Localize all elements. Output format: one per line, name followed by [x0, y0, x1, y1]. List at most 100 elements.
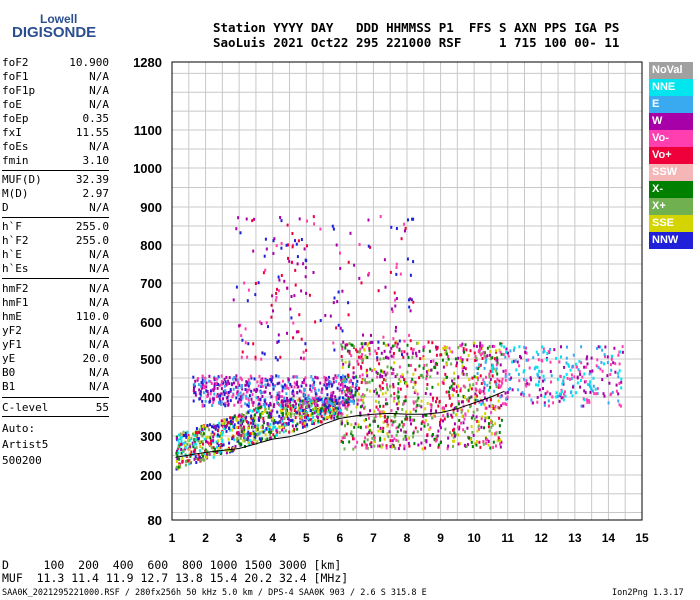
echo-point	[255, 426, 258, 429]
echo-point	[586, 383, 589, 387]
param-name: yF2	[2, 324, 22, 337]
echo-point	[448, 396, 451, 400]
echo-point	[406, 417, 409, 421]
echo-point	[496, 358, 499, 362]
echo-point	[321, 400, 324, 404]
echo-point	[538, 388, 541, 392]
echo-point	[428, 428, 431, 431]
echo-point	[457, 400, 460, 404]
echo-point	[310, 389, 313, 393]
echo-point	[213, 386, 216, 390]
echo-point	[318, 406, 321, 410]
echo-point	[297, 409, 300, 413]
echo-point	[198, 440, 201, 444]
echo-point	[239, 442, 242, 446]
echo-point	[285, 412, 288, 416]
echo-point	[390, 419, 393, 423]
echo-point	[379, 373, 382, 377]
echo-point	[457, 356, 460, 360]
param-name: B0	[2, 366, 16, 379]
echo-point	[432, 413, 435, 417]
echo-point	[303, 378, 306, 382]
echo-point	[381, 386, 384, 390]
echo-point	[241, 393, 244, 397]
echo-point	[295, 402, 298, 406]
echo-point	[269, 422, 271, 426]
echo-point	[294, 239, 296, 243]
echo-point	[329, 404, 332, 408]
y-tick-label: 400	[140, 390, 162, 405]
echo-point	[238, 397, 241, 401]
echo-point	[258, 431, 261, 435]
echo-point	[220, 419, 223, 423]
echo-point	[268, 383, 271, 387]
echo-point	[392, 420, 395, 424]
echo-point	[278, 394, 281, 398]
echo-point	[342, 440, 344, 444]
echo-point	[274, 356, 277, 360]
echo-point	[404, 226, 407, 230]
echo-point	[291, 232, 294, 235]
echo-point	[289, 307, 292, 311]
echo-point	[454, 434, 456, 438]
echo-point	[202, 391, 205, 395]
echo-point	[376, 372, 379, 375]
echo-point	[374, 399, 377, 403]
echo-point	[217, 401, 220, 404]
echo-point	[380, 445, 383, 449]
echo-point	[600, 361, 603, 364]
echo-point	[302, 350, 305, 354]
echo-point	[475, 440, 478, 443]
echo-point	[202, 442, 204, 446]
echo-point	[462, 421, 465, 425]
plot-frame	[171, 61, 643, 521]
echo-point	[286, 397, 288, 400]
echo-point	[175, 467, 178, 471]
param-value: 55	[95, 401, 109, 414]
echo-point	[276, 358, 279, 362]
echo-point	[555, 395, 558, 399]
echo-point	[333, 348, 336, 352]
echo-point	[297, 406, 300, 410]
echo-point	[185, 455, 188, 458]
echo-point	[354, 422, 357, 426]
echo-point	[254, 413, 256, 417]
echo-point	[289, 397, 292, 401]
echo-point	[339, 383, 342, 387]
echo-point	[324, 314, 327, 317]
echo-point	[296, 262, 299, 266]
echo-point	[555, 356, 558, 360]
echo-point	[184, 431, 187, 435]
echo-point	[300, 384, 303, 388]
echo-point	[220, 402, 222, 406]
echo-point	[371, 378, 374, 382]
echo-point	[585, 357, 588, 361]
echo-point	[455, 364, 458, 368]
echo-point	[274, 420, 277, 424]
divider	[2, 170, 109, 171]
echo-point	[386, 420, 389, 424]
echo-point	[275, 291, 278, 295]
echo-point	[443, 417, 446, 421]
echo-point	[233, 376, 236, 379]
echo-point	[182, 430, 185, 434]
echo-point	[446, 362, 448, 366]
param-value: N/A	[89, 262, 109, 275]
echo-point	[386, 402, 389, 406]
echo-point	[175, 451, 178, 455]
echo-point	[360, 398, 363, 402]
echo-point	[239, 400, 242, 404]
echo-point	[363, 394, 366, 398]
echo-point	[259, 378, 262, 382]
echo-point	[597, 345, 600, 349]
echo-point	[425, 413, 428, 417]
echo-point	[475, 356, 478, 360]
echo-point	[328, 382, 331, 386]
echo-point	[324, 404, 327, 408]
echo-point	[578, 359, 581, 363]
echo-point	[415, 354, 418, 358]
y-tick-label: 200	[140, 468, 162, 483]
echo-point	[227, 394, 230, 398]
echo-point	[332, 408, 335, 412]
echo-point	[326, 378, 329, 382]
